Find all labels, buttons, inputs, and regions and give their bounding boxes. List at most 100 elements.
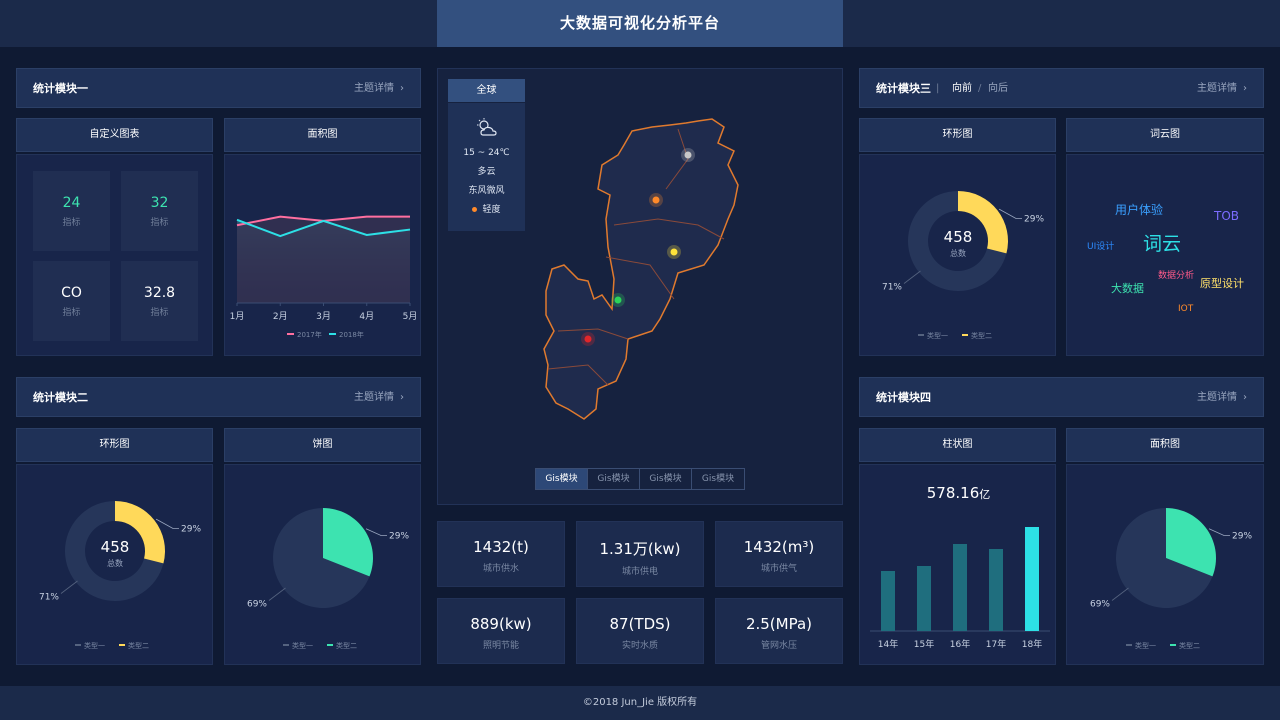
slice-label: 69% (1090, 600, 1110, 610)
stat-label: 指标 (150, 308, 169, 318)
module4-title: 统计模块四 (876, 391, 931, 404)
x-tick-label: 3月 (316, 311, 331, 322)
ring-chart-header: 环形图 (16, 428, 213, 462)
legend-label: 类型二 (971, 331, 992, 340)
kpi-label: 城市供电 (621, 567, 658, 577)
kpi-card: 1.31万(kw) 城市供电 (576, 521, 704, 587)
legend-label: 类型二 (128, 641, 149, 650)
kpi-card: 889(kw) 照明节能 (437, 598, 565, 664)
nav-forward-link[interactable]: 向前 (952, 83, 972, 94)
custom-chart-header: 自定义图表 (16, 118, 213, 152)
gis-tab[interactable]: Gis模块 (701, 474, 735, 484)
slice-label: 29% (1232, 532, 1252, 542)
area-chart-panel: 1月 2月 3月 4月 5月 2017年 2018年 (224, 154, 421, 356)
kpi-label: 照明节能 (482, 641, 519, 651)
module4-header: 统计模块四 主题详情 › (859, 377, 1264, 417)
legend-label: 类型一 (927, 331, 948, 340)
ring-chart-header: 环形图 (859, 118, 1056, 152)
marker-orange[interactable] (649, 193, 663, 207)
area-fill (237, 216, 410, 303)
center-label: 总数 (950, 248, 966, 258)
marker-gray[interactable] (681, 148, 695, 162)
bar (917, 566, 931, 631)
slice-type1 (908, 191, 1007, 291)
nav-back-link[interactable]: 向后 (988, 83, 1008, 94)
region-border (613, 218, 725, 240)
kpi-value: 889(kw) (470, 615, 532, 633)
center-value: 458 (101, 538, 130, 556)
stat-card: 32.8 指标 (121, 261, 198, 341)
module2-detail-link[interactable]: 主题详情 › (354, 378, 404, 418)
module1-header: 统计模块一 主题详情 › (16, 68, 421, 108)
center-label: 总数 (107, 558, 123, 568)
word-item[interactable]: 用户体验 (1115, 203, 1164, 217)
word-item[interactable]: TOB (1214, 209, 1240, 223)
marker-red[interactable] (581, 332, 595, 346)
marker-green[interactable] (611, 293, 625, 307)
region-map[interactable] (438, 69, 844, 506)
kpi-value: 2.5(MPa) (745, 615, 813, 633)
gis-tabs: Gis模块 Gis模块 Gis模块 Gis模块 (535, 468, 745, 490)
word-item[interactable]: IOT (1178, 304, 1194, 314)
bar-chart-panel: 578.16亿 14年 15年 16年 17年 18年 (859, 464, 1056, 665)
slice-label: 29% (1024, 215, 1044, 225)
legend-label: 类型一 (292, 641, 313, 650)
weather-temp: 15 ~ 24℃ (463, 148, 510, 158)
region-border (665, 128, 689, 190)
air-quality-label: 轻度 (482, 205, 501, 215)
module2-detail-label: 主题详情 (354, 392, 394, 403)
word-item[interactable]: 大数据 (1111, 282, 1144, 295)
slice-type2 (1166, 508, 1216, 577)
region-outline (543, 118, 739, 420)
gis-tab[interactable]: Gis模块 (536, 469, 588, 489)
x-tick-label: 14年 (878, 638, 898, 650)
chevron-right-icon: › (1243, 83, 1247, 94)
gis-tab[interactable]: Gis模块 (640, 469, 692, 489)
area-chart: 1月 2月 3月 4月 5月 2017年 2018年 (230, 215, 418, 339)
slice-type1 (65, 501, 164, 601)
x-tick-label: 5月 (403, 311, 418, 322)
area-chart-header: 面积图 (1066, 428, 1264, 462)
slice-type2 (323, 508, 373, 577)
kpi-value: 87(TDS) (609, 615, 671, 633)
stat-label: 指标 (62, 218, 81, 228)
kpi-label: 管网水压 (760, 641, 797, 651)
pie-chart-panel: 29% 69% 类型一 类型二 (1066, 464, 1264, 665)
stat-value: 32.8 (143, 285, 176, 301)
ring-chart-panel: 29% 71% 458 总数 类型一 类型二 (859, 154, 1056, 356)
scope-selector[interactable]: 全球 (448, 79, 525, 102)
wordcloud-header: 词云图 (1066, 118, 1264, 152)
word-item[interactable]: 原型设计 (1200, 277, 1244, 290)
wordcloud-panel: 用户体验 TOB UI设计 词云 数据分析 原型设计 大数据 IOT (1066, 154, 1264, 356)
module1-title: 统计模块一 (33, 82, 88, 95)
label-leader (60, 580, 78, 594)
region-border (547, 364, 609, 386)
module3-detail-link[interactable]: 主题详情 › (1197, 69, 1247, 109)
stat-value: 24 (62, 195, 81, 211)
word-item[interactable]: UI设计 (1087, 242, 1115, 252)
slice-label: 29% (181, 525, 201, 535)
stat-value: 32 (150, 195, 169, 211)
gis-tab[interactable]: Gis模块 (588, 469, 640, 489)
x-tick-label: 17年 (986, 638, 1006, 650)
module3-header: 统计模块三 | 向前 / 向后 主题详情 › (859, 68, 1264, 108)
module1-detail-link[interactable]: 主题详情 › (354, 69, 404, 109)
legend-label: 类型二 (336, 641, 357, 650)
module3-title: 统计模块三 (876, 82, 931, 95)
marker-yellow[interactable] (667, 245, 681, 259)
title-divider: | (936, 83, 940, 94)
word-item[interactable]: 词云 (1143, 233, 1182, 255)
module1-detail-label: 主题详情 (354, 83, 394, 94)
module4-detail-label: 主题详情 (1197, 392, 1237, 403)
module4-detail-link[interactable]: 主题详情 › (1197, 378, 1247, 418)
region-border (557, 328, 629, 340)
stat-card: 24 指标 (33, 171, 110, 251)
stat-label: 指标 (62, 308, 81, 318)
kpi-label: 城市供水 (482, 564, 519, 574)
stat-card: 32 指标 (121, 171, 198, 251)
word-item[interactable]: 数据分析 (1158, 271, 1195, 281)
x-tick-label: 18年 (1022, 638, 1042, 650)
x-tick-label: 16年 (950, 638, 970, 650)
